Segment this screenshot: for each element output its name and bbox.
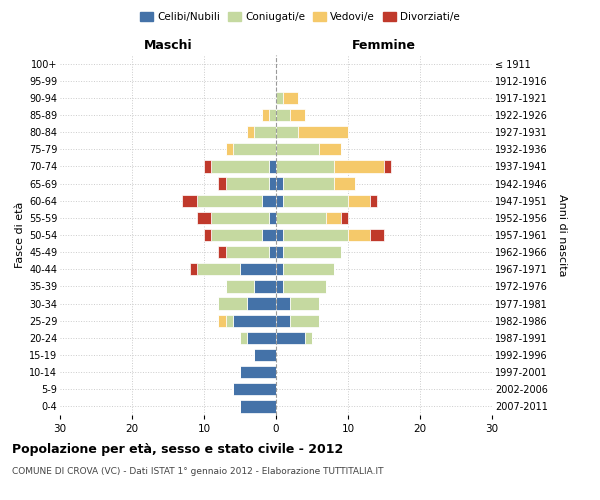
Bar — [204, 229, 211, 241]
Bar — [233, 143, 276, 156]
Bar — [254, 280, 276, 292]
Bar — [334, 178, 355, 190]
Bar — [226, 314, 233, 327]
Bar — [269, 109, 276, 121]
Bar — [254, 349, 276, 361]
Bar — [276, 194, 283, 207]
Bar — [276, 212, 326, 224]
Bar — [276, 246, 283, 258]
Bar — [283, 263, 334, 276]
Bar — [283, 280, 326, 292]
Bar — [218, 246, 226, 258]
Bar — [276, 332, 305, 344]
Bar — [204, 160, 211, 172]
Bar — [269, 246, 276, 258]
Bar — [305, 332, 312, 344]
Legend: Celibi/Nubili, Coniugati/e, Vedovi/e, Divorziati/e: Celibi/Nubili, Coniugati/e, Vedovi/e, Di… — [136, 8, 464, 26]
Bar — [290, 109, 305, 121]
Bar — [226, 143, 233, 156]
Bar — [276, 143, 319, 156]
Bar — [262, 194, 276, 207]
Bar — [262, 109, 269, 121]
Text: Femmine: Femmine — [352, 38, 416, 52]
Text: Popolazione per età, sesso e stato civile - 2012: Popolazione per età, sesso e stato civil… — [12, 442, 343, 456]
Bar — [190, 263, 197, 276]
Bar — [211, 212, 269, 224]
Bar — [269, 160, 276, 172]
Bar — [276, 92, 283, 104]
Bar — [276, 178, 283, 190]
Text: COMUNE DI CROVA (VC) - Dati ISTAT 1° gennaio 2012 - Elaborazione TUTTITALIA.IT: COMUNE DI CROVA (VC) - Dati ISTAT 1° gen… — [12, 468, 383, 476]
Bar — [211, 229, 262, 241]
Bar — [197, 194, 262, 207]
Bar — [276, 229, 283, 241]
Bar — [283, 246, 341, 258]
Bar — [182, 194, 197, 207]
Bar — [276, 109, 290, 121]
Bar — [283, 194, 348, 207]
Bar — [348, 229, 370, 241]
Bar — [218, 178, 226, 190]
Bar — [233, 314, 276, 327]
Bar — [298, 126, 348, 138]
Bar — [384, 160, 391, 172]
Bar — [197, 263, 240, 276]
Bar — [269, 212, 276, 224]
Bar — [319, 143, 341, 156]
Bar — [240, 366, 276, 378]
Bar — [370, 229, 384, 241]
Bar — [247, 298, 276, 310]
Bar — [226, 280, 254, 292]
Bar — [334, 160, 384, 172]
Bar — [247, 126, 254, 138]
Bar — [233, 383, 276, 396]
Y-axis label: Anni di nascita: Anni di nascita — [557, 194, 567, 276]
Text: Maschi: Maschi — [143, 38, 193, 52]
Bar — [247, 332, 276, 344]
Bar — [269, 178, 276, 190]
Bar — [290, 314, 319, 327]
Bar — [276, 314, 290, 327]
Y-axis label: Fasce di età: Fasce di età — [14, 202, 25, 268]
Bar — [211, 160, 269, 172]
Bar — [240, 263, 276, 276]
Bar — [226, 246, 269, 258]
Bar — [290, 298, 319, 310]
Bar — [341, 212, 348, 224]
Bar — [254, 126, 276, 138]
Bar — [370, 194, 377, 207]
Bar — [283, 92, 298, 104]
Bar — [348, 194, 370, 207]
Bar — [240, 332, 247, 344]
Bar — [283, 229, 348, 241]
Bar — [218, 298, 247, 310]
Bar — [276, 263, 283, 276]
Bar — [276, 126, 298, 138]
Bar — [262, 229, 276, 241]
Bar — [276, 280, 283, 292]
Bar — [326, 212, 341, 224]
Bar — [276, 298, 290, 310]
Bar — [226, 178, 269, 190]
Bar — [218, 314, 226, 327]
Bar — [283, 178, 334, 190]
Bar — [197, 212, 211, 224]
Bar — [276, 160, 334, 172]
Bar — [240, 400, 276, 412]
